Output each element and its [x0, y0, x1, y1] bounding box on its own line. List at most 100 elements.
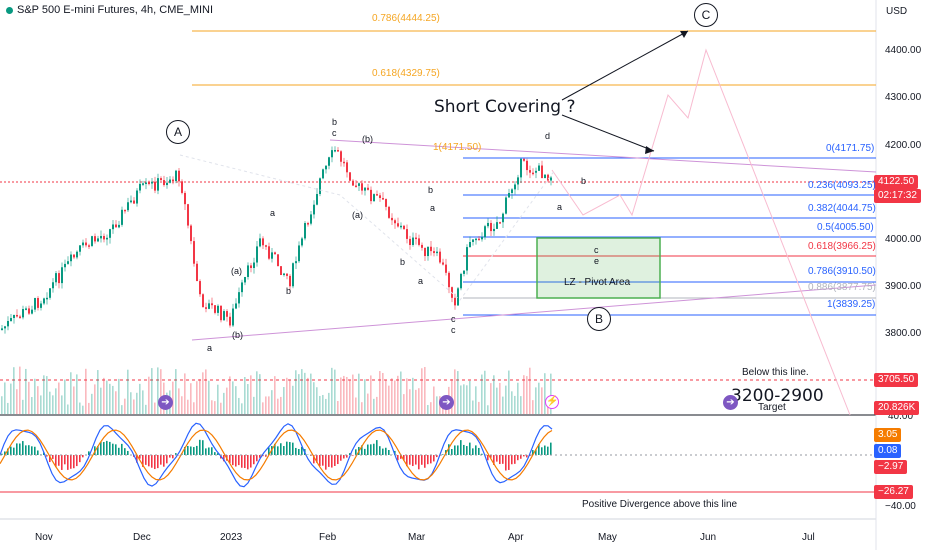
- positive-divergence-note[interactable]: Positive Divergence above this line: [582, 499, 738, 510]
- target-line-tag: 3705.50: [874, 373, 919, 387]
- wave-b-marker[interactable]: B: [587, 307, 611, 331]
- jump-to-event-icon[interactable]: ➔: [158, 395, 173, 410]
- candle-body: [337, 150, 339, 152]
- volume-bar: [142, 390, 144, 414]
- candle-body: [49, 288, 51, 298]
- candle-body: [343, 161, 345, 164]
- histogram-bar: [292, 442, 294, 455]
- wave-label: (b): [232, 330, 243, 340]
- volume-bar: [352, 374, 354, 414]
- volume-bar: [184, 373, 186, 414]
- candle-body: [94, 236, 96, 242]
- volume-bar: [34, 378, 36, 414]
- histogram-bar: [52, 455, 54, 459]
- candle-body: [253, 262, 255, 269]
- candle-body: [475, 238, 477, 241]
- volume-bar: [88, 402, 90, 414]
- histogram-bar: [100, 442, 102, 455]
- volume-bar: [220, 402, 222, 414]
- volume-bar: [118, 378, 120, 414]
- candle-body: [241, 282, 243, 293]
- volume-bar: [148, 376, 150, 414]
- volume-bar: [355, 397, 357, 414]
- pivot-area-label[interactable]: LZ - Pivot Area: [564, 277, 631, 288]
- candle-body: [319, 178, 321, 195]
- volume-bar: [550, 373, 552, 414]
- volume-bar: [376, 396, 378, 414]
- candle-body: [487, 222, 489, 227]
- wave-a-marker[interactable]: A: [166, 120, 190, 144]
- oscillator-line-orange: [0, 429, 553, 481]
- short-covering-text[interactable]: Short Covering ?: [434, 97, 576, 117]
- volume-bar: [52, 395, 54, 414]
- volume-bar: [241, 403, 243, 414]
- volume-bar: [463, 384, 465, 414]
- histogram-bar: [274, 443, 276, 455]
- candle-body: [268, 246, 270, 259]
- candle-body: [439, 251, 441, 263]
- histogram-bar: [118, 447, 120, 455]
- wave-c-marker[interactable]: C: [694, 3, 718, 27]
- histogram-bar: [70, 455, 72, 469]
- candle-body: [424, 247, 426, 257]
- candle-body: [532, 172, 534, 175]
- currency-label[interactable]: USD: [886, 6, 908, 17]
- wave-label: c: [594, 245, 599, 255]
- candle-body: [58, 273, 60, 284]
- candle-body: [52, 282, 54, 289]
- candle-body: [433, 251, 435, 254]
- volume-bar: [340, 377, 342, 414]
- wave-label: b: [428, 185, 434, 195]
- candle-body: [436, 251, 438, 254]
- candle-body: [520, 158, 522, 178]
- volume-bar: [106, 380, 108, 414]
- volume-bar: [55, 388, 57, 414]
- volume-bar: [508, 370, 510, 414]
- candle-body: [1, 328, 3, 330]
- volume-bar: [292, 385, 294, 414]
- candle-body: [454, 297, 456, 306]
- histogram-bar: [55, 455, 57, 468]
- symbol-title[interactable]: S&P 500 E-mini Futures, 4h, CME_MINI: [6, 4, 213, 16]
- candle-body: [415, 237, 417, 240]
- candle-body: [133, 200, 135, 204]
- time-tick: Mar: [408, 532, 426, 543]
- volume-bar: [274, 376, 276, 414]
- volume-bar: [40, 395, 42, 414]
- jump-to-event-icon[interactable]: ➔: [439, 395, 454, 410]
- wave-label: (b): [362, 134, 373, 144]
- histogram-bar: [355, 449, 357, 455]
- histogram-bar: [169, 455, 171, 458]
- volume-bar: [214, 401, 216, 414]
- histogram-bar: [211, 447, 213, 455]
- volume-bar: [61, 395, 63, 414]
- wave-label: e: [594, 256, 600, 266]
- volume-bar: [475, 386, 477, 414]
- histogram-bar: [514, 455, 516, 464]
- volume-bar: [493, 375, 495, 414]
- histogram-bar: [400, 455, 402, 459]
- histogram-bar: [316, 455, 318, 463]
- volume-bar: [331, 367, 333, 414]
- volume-bar: [454, 369, 456, 414]
- histogram-bar: [7, 448, 9, 455]
- jump-to-event-icon[interactable]: ➔: [723, 395, 738, 410]
- below-line-note[interactable]: Below this line.: [742, 367, 809, 378]
- candle-body: [490, 222, 492, 232]
- volume-bar: [7, 402, 9, 414]
- histogram-bar: [199, 439, 201, 455]
- lightning-event-icon[interactable]: ⚡: [545, 395, 559, 409]
- volume-bar: [460, 385, 462, 414]
- candle-body: [175, 170, 177, 182]
- histogram-bar: [28, 445, 30, 455]
- candle-body: [214, 305, 216, 313]
- target-range-text[interactable]: 3200-2900: [731, 386, 824, 406]
- wave-label: b: [286, 286, 292, 296]
- wave-label: (a): [231, 266, 242, 276]
- volume-bar: [502, 396, 504, 414]
- target-label[interactable]: Target: [758, 402, 786, 413]
- histogram-bar: [235, 455, 237, 467]
- volume-bar: [82, 405, 84, 414]
- candle-body: [502, 213, 504, 223]
